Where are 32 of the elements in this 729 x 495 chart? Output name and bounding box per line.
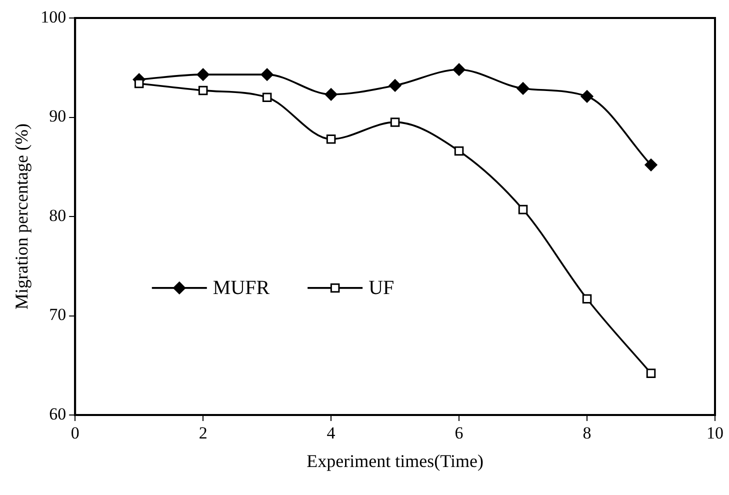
point [644, 158, 658, 172]
point [452, 63, 466, 76]
x-tick-label: 8 [582, 424, 592, 443]
x-axis-title: Experiment times(Time) [306, 450, 484, 471]
x-tick-label: 10 [706, 424, 724, 443]
point [580, 90, 594, 103]
y-tick-label: 80 [49, 206, 66, 225]
y-axis-title: Migration percentage (%) [12, 124, 32, 310]
point [582, 294, 592, 304]
x-tick-label: 6 [454, 424, 464, 443]
x-tick-label: 0 [70, 424, 80, 443]
point [198, 86, 208, 96]
point [134, 78, 144, 88]
point [646, 368, 656, 378]
y-tick-label: 60 [49, 404, 66, 424]
point [454, 146, 464, 156]
point [516, 82, 530, 95]
point [260, 68, 274, 81]
x-tick-label: 2 [198, 424, 208, 443]
point [518, 204, 528, 214]
point [262, 92, 272, 102]
y-tick-label: 70 [49, 305, 66, 324]
point [326, 134, 336, 144]
point [390, 118, 400, 127]
legend-label: UF [368, 277, 394, 300]
point [324, 88, 338, 101]
x-tick-label: 4 [326, 424, 336, 443]
y-tick-label: 100 [40, 7, 66, 26]
y-tick-label: 90 [49, 106, 66, 126]
point [196, 68, 210, 81]
legend-label: MUFR [212, 277, 270, 300]
point [388, 79, 402, 92]
